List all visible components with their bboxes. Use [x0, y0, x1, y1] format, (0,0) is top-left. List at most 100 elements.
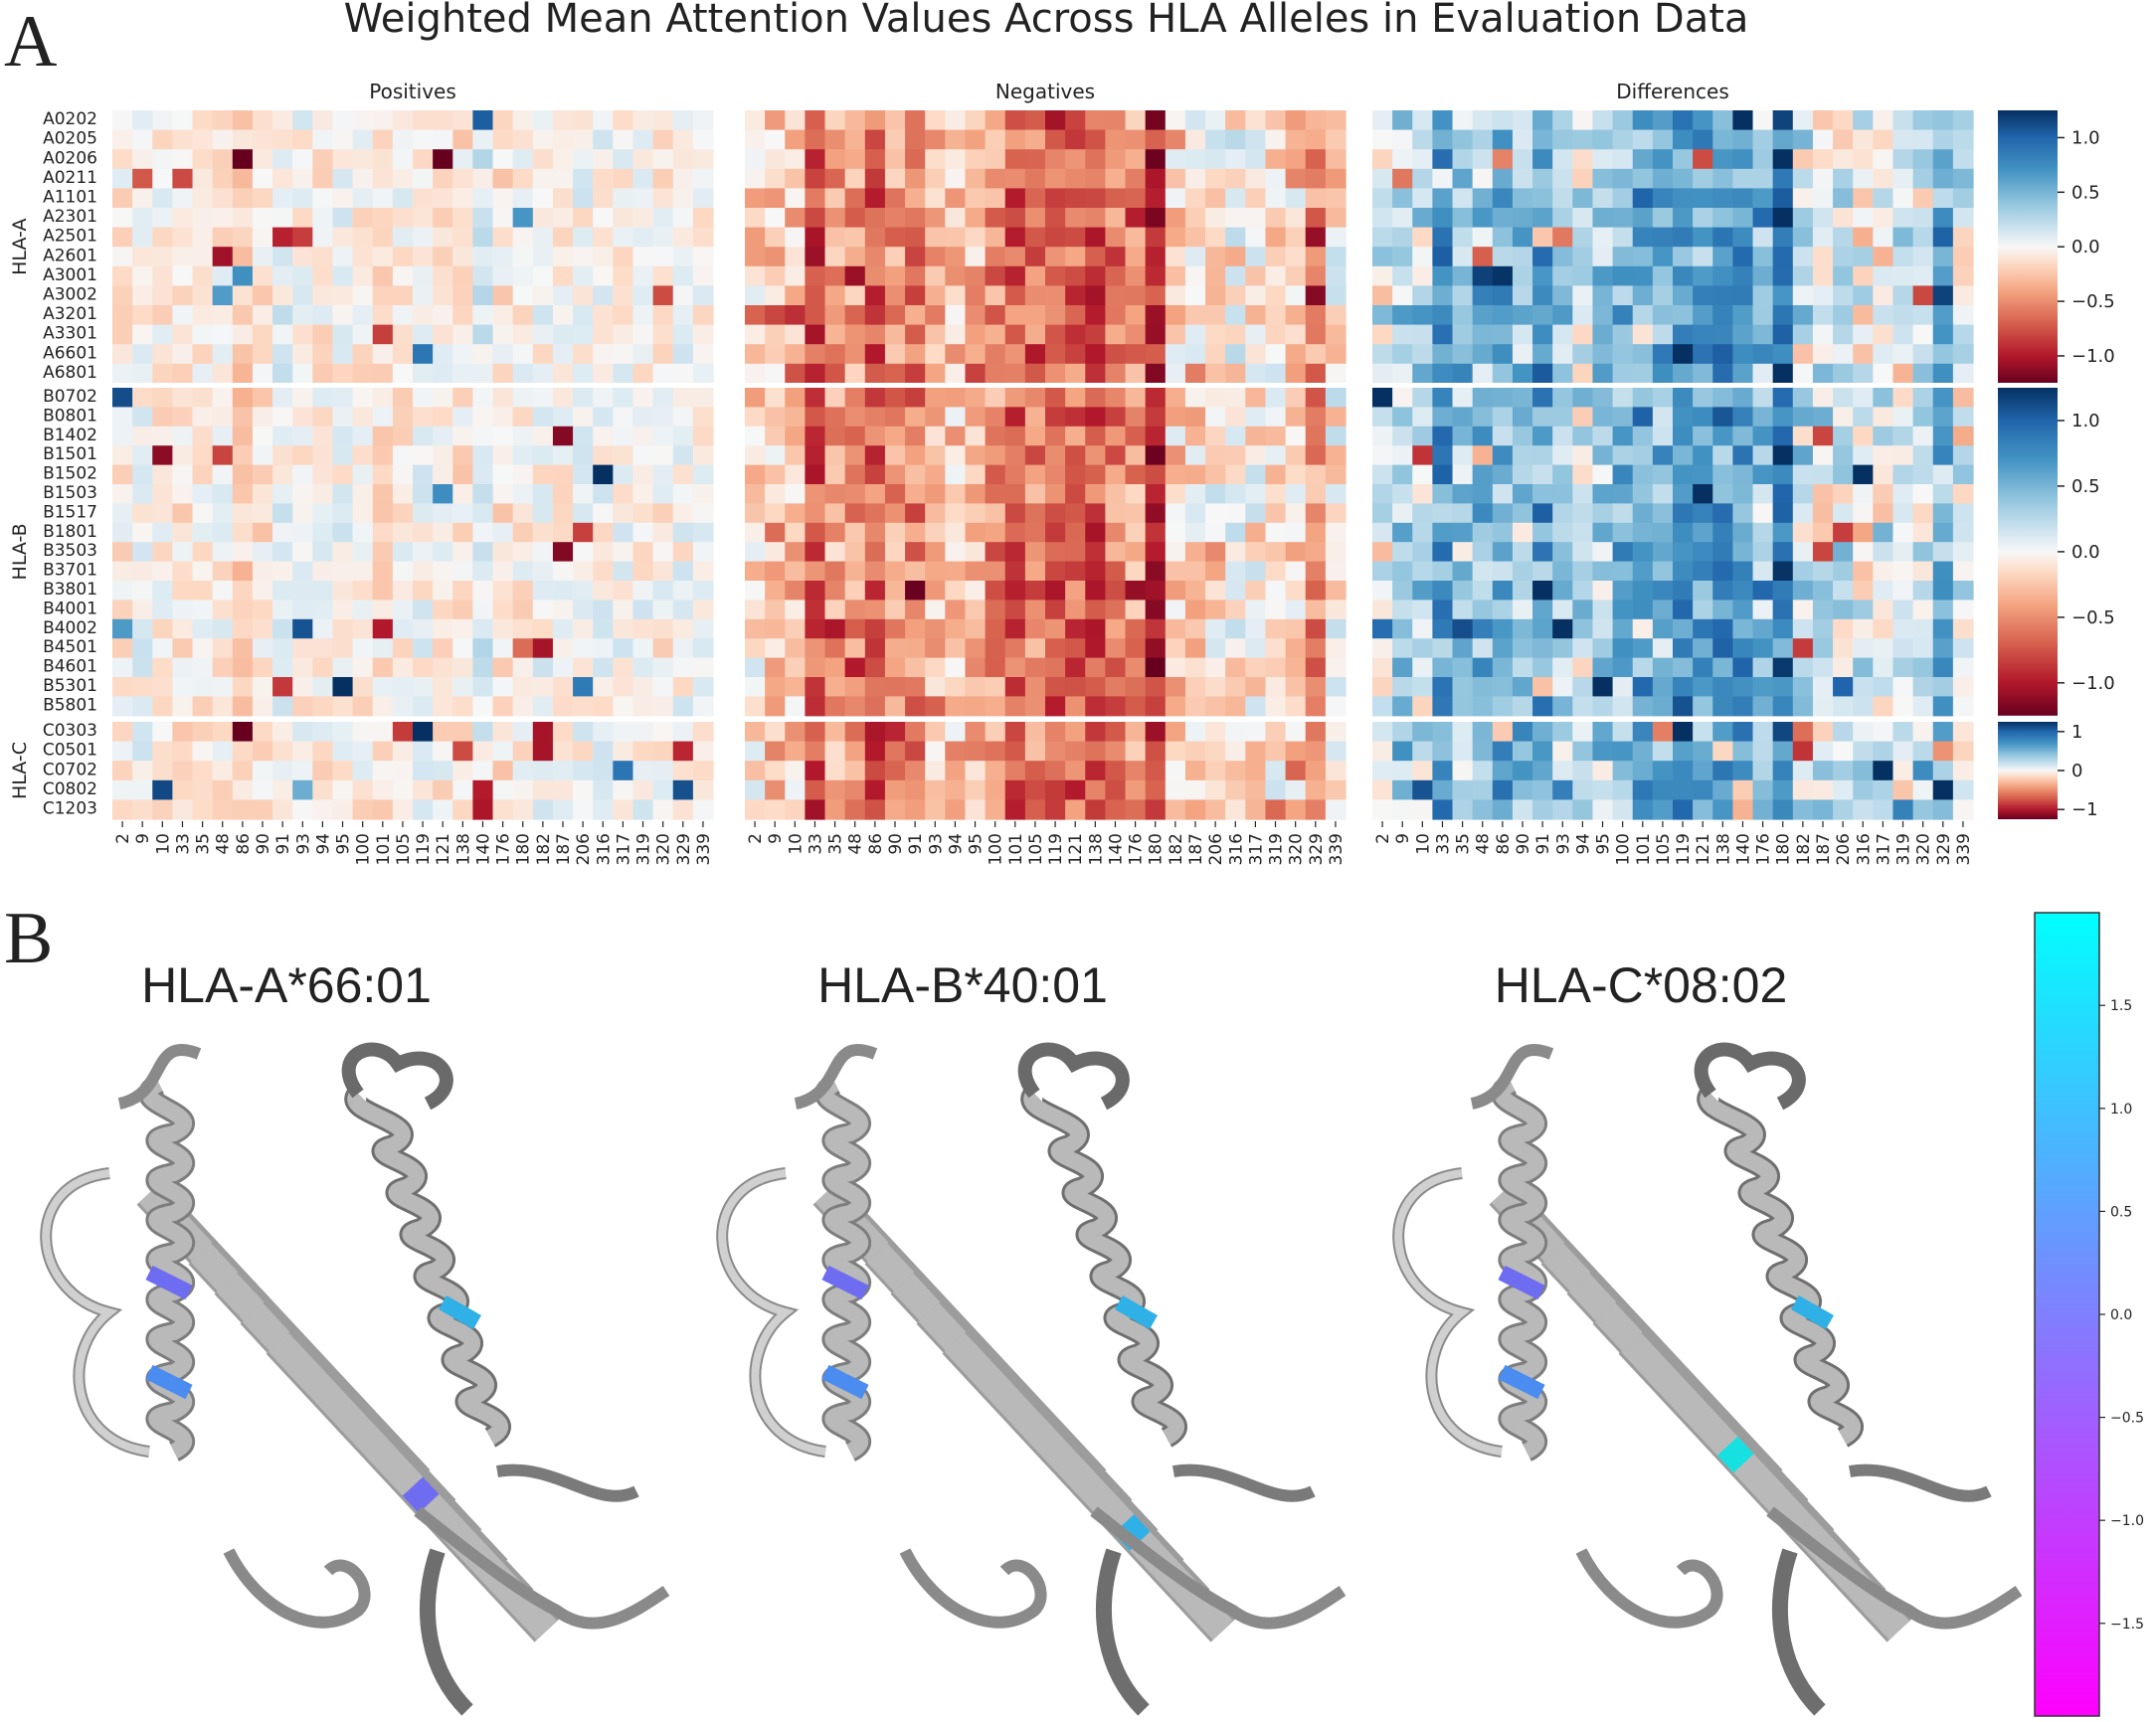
heatmap-cell: [1024, 522, 1046, 543]
heatmap-cell: [472, 208, 494, 229]
heatmap-cell: [1165, 363, 1186, 384]
heatmap-cell: [1673, 129, 1694, 150]
heatmap-cell: [492, 581, 514, 601]
heatmap-cell: [824, 522, 846, 543]
heatmap-cell: [1752, 561, 1774, 582]
heatmap-cell: [1632, 285, 1654, 306]
heatmap-cell: [965, 407, 987, 428]
heatmap-cell: [1205, 188, 1226, 209]
heatmap-cell: [805, 388, 826, 408]
heatmap-cell: [1432, 110, 1454, 131]
heatmap-cell: [1325, 799, 1347, 820]
heatmap-cell: [1752, 761, 1774, 781]
heatmap-cell: [1492, 445, 1514, 466]
heatmap-cell: [1145, 503, 1167, 524]
heatmap-cell: [1325, 149, 1347, 170]
heatmap-cell: [1392, 696, 1413, 717]
heatmap-cell: [1932, 761, 1954, 781]
heatmap-cell: [312, 227, 334, 248]
heatmap-cell: [864, 227, 886, 248]
heatmap-cell: [1024, 600, 1046, 620]
heatmap-cell: [112, 600, 133, 620]
heatmap-cell: [372, 188, 394, 209]
heatmap-cell: [805, 168, 826, 189]
heatmap-cell: [492, 247, 514, 267]
heatmap-cell: [392, 561, 414, 582]
heatmap-cell: [1225, 696, 1246, 717]
x-tick-label: 35: [1454, 833, 1474, 855]
heatmap-cell: [1912, 503, 1934, 524]
heatmap-cell: [1165, 522, 1186, 543]
heatmap-cell: [1652, 618, 1674, 639]
heatmap-cell: [925, 741, 946, 762]
heatmap-cell: [1392, 561, 1413, 582]
x-tick-label: 95: [334, 833, 354, 855]
heatmap-cell: [1305, 426, 1327, 446]
heatmap-cell: [1693, 464, 1713, 485]
heatmap-cell: [192, 445, 214, 466]
heatmap-cell: [512, 799, 534, 820]
heatmap-cell: [532, 324, 554, 345]
heatmap-cell: [1592, 503, 1614, 524]
heatmap-cell: [1432, 522, 1454, 543]
heatmap-cell: [192, 677, 214, 697]
heatmap-cell: [1572, 618, 1594, 639]
heatmap-cell: [1812, 363, 1834, 384]
heatmap-cell: [1024, 696, 1046, 717]
x-tick-label: 90: [886, 833, 906, 855]
heatmap-cell: [192, 799, 214, 820]
heatmap-cell: [212, 388, 234, 408]
heatmap-cell: [945, 618, 967, 639]
heatmap-cell: [1892, 522, 1914, 543]
heatmap-cell: [552, 638, 574, 659]
heatmap-cell: [1085, 247, 1106, 267]
heatmap-cell: [312, 761, 334, 781]
heatmap-cell: [1833, 407, 1854, 428]
heatmap-cell: [252, 407, 273, 428]
heatmap-cell: [1225, 208, 1246, 229]
heatmap-cell: [1265, 227, 1287, 248]
heatmap-cell: [1792, 227, 1814, 248]
heatmap-cell: [1572, 129, 1594, 150]
heatmap-cell: [593, 657, 614, 678]
heatmap-cell: [1712, 110, 1733, 131]
heatmap-cell: [1892, 677, 1914, 697]
heatmap-cell: [884, 265, 906, 286]
heatmap-cell: [765, 779, 786, 800]
heatmap-cell: [1145, 522, 1167, 543]
heatmap-cell: [1472, 247, 1494, 267]
heatmap-cell: [1004, 168, 1026, 189]
heatmap-cell: [1693, 188, 1713, 209]
heatmap-cell: [1305, 324, 1327, 345]
heatmap-cell: [805, 149, 826, 170]
heatmap-cell: [652, 657, 674, 678]
heatmap-cell: [1325, 761, 1347, 781]
heatmap-cell: [945, 208, 967, 229]
heatmap-cell: [1392, 503, 1413, 524]
heatmap-cell: [1693, 129, 1713, 150]
heatmap-cell: [1492, 503, 1514, 524]
heatmap-cell: [765, 799, 786, 820]
heatmap-cell: [172, 247, 194, 267]
heatmap-cell: [1693, 388, 1713, 408]
heatmap-cell: [965, 188, 987, 209]
heatmap-cell: [1652, 129, 1674, 150]
heatmap-cell: [1245, 618, 1267, 639]
heatmap-cell: [212, 779, 234, 800]
heatmap-cell: [1472, 503, 1494, 524]
heatmap-cell: [312, 657, 334, 678]
heatmap-cell: [232, 741, 254, 762]
heatmap-cell: [1472, 388, 1494, 408]
heatmap-cell: [1752, 110, 1774, 131]
heatmap-cell: [1205, 581, 1226, 601]
heatmap-cell: [1024, 129, 1046, 150]
heatmap-cell: [232, 188, 254, 209]
heatmap-cell: [985, 407, 1006, 428]
heatmap-cell: [552, 741, 574, 762]
heatmap-cell: [552, 799, 574, 820]
heatmap-cell: [1004, 227, 1026, 248]
heatmap-cell: [1452, 542, 1474, 563]
heatmap-cell: [884, 247, 906, 267]
heatmap-cell: [1265, 149, 1287, 170]
heatmap-cell: [392, 722, 414, 743]
